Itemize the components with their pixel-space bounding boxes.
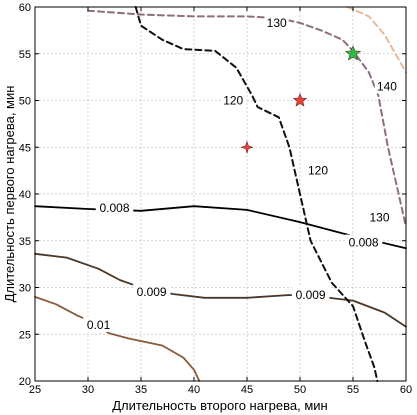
x-tick-label: 60 (400, 384, 412, 396)
contour-label-bg (367, 209, 392, 225)
y-tick-label: 55 (19, 49, 31, 61)
contour-label-bg (305, 162, 331, 178)
contour-label-bg (95, 200, 134, 216)
contour-label-bg (374, 78, 399, 94)
contour-label-layer: 0.008 0.008 0.009 0.009 0.01 120 120 130 130 140 (83, 14, 399, 332)
contour-label-0-009: 0.009 (296, 288, 326, 302)
contour-label-bg (264, 14, 289, 30)
contour-label-130: 130 (267, 16, 287, 30)
contour-label-120: 120 (223, 94, 243, 108)
contour-line-0-01 (34, 295, 201, 382)
contour-label-130: 130 (369, 210, 389, 224)
x-tick-label: 40 (188, 384, 200, 396)
contour-label-bg (132, 284, 171, 300)
contour-label-0-01: 0.01 (87, 318, 111, 332)
contour-line-130 (87, 9, 407, 228)
x-tick-label: 55 (347, 384, 359, 396)
marker-layer (240, 45, 362, 155)
contour-label-bg (83, 316, 114, 332)
x-tick-label: 50 (294, 384, 306, 396)
contour-label-120: 120 (308, 164, 328, 178)
x-tick-label: 25 (29, 384, 41, 396)
x-tick-label: 35 (135, 384, 147, 396)
contour-label-bg (221, 92, 246, 108)
y-tick-label: 40 (19, 189, 31, 201)
y-tick-label: 45 (19, 142, 31, 154)
contour-label-0-008: 0.008 (99, 201, 129, 215)
y-tick-label: 25 (19, 329, 31, 341)
x-tick-label: 45 (241, 384, 253, 396)
grid-layer (35, 7, 406, 381)
marker-red-star-50-50 (292, 92, 308, 107)
marker-red-star-45-45 (240, 140, 254, 155)
contour-line-0-009 (34, 252, 407, 328)
y-tick-label: 50 (19, 96, 31, 108)
x-axis-title: Длительность второго нагрева, мин (112, 398, 327, 413)
marker-green-star-55-55 (344, 45, 362, 61)
contour-label-0-009: 0.009 (137, 285, 167, 299)
contour-line-120 (134, 6, 379, 382)
y-tick-label: 35 (19, 236, 31, 248)
contour-label-140: 140 (377, 79, 397, 93)
y-axis-title: Длительность первого нагрева, мин (2, 86, 17, 303)
contour-label-bg (291, 286, 330, 302)
contour-label-0-008: 0.008 (349, 236, 379, 250)
y-tick-label: 60 (19, 2, 31, 14)
y-tick-label: 30 (19, 283, 31, 295)
y-tick-label: 20 (19, 376, 31, 388)
contour-line-140 (346, 6, 407, 74)
contour-label-bg (344, 234, 383, 250)
x-tick-label: 30 (82, 384, 94, 396)
